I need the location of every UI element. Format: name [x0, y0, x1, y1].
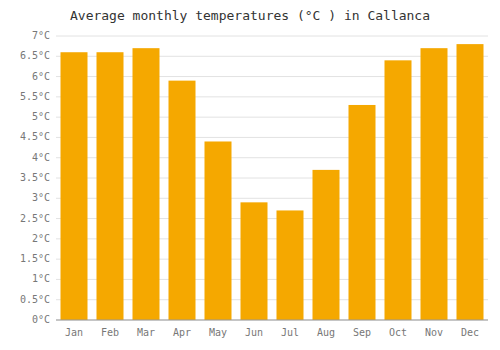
y-tick-label: 0°C: [32, 314, 50, 325]
grid-line: [56, 36, 488, 37]
x-tick-label: Nov: [425, 327, 443, 338]
y-tick-label: 6.5°C: [20, 50, 50, 61]
bar: [349, 105, 376, 320]
y-axis: 0°C 0.5°C 1°C 1.5°C 2°C 2.5°C 3°C 3.5°C 4°C 4.5°C…: [20, 30, 50, 325]
x-tick-label: Dec: [461, 327, 479, 338]
bar: [313, 170, 340, 320]
y-tick-label: 1°C: [32, 273, 50, 284]
bar: [421, 48, 448, 320]
x-tick-label: Feb: [101, 327, 119, 338]
y-tick-label: 5.5°C: [20, 91, 50, 102]
x-tick-label: Mar: [137, 327, 155, 338]
x-tick-label: Jul: [281, 327, 299, 338]
x-tick-label: Oct: [389, 327, 407, 338]
x-axis-line: [56, 320, 488, 321]
chart: 0°C 0.5°C 1°C 1.5°C 2°C 2.5°C 3°C 3.5°C 4°C 4.5°C…: [0, 0, 500, 350]
y-tick-label: 2°C: [32, 233, 50, 244]
grid: [56, 36, 488, 320]
title: Average monthly temperatures (°C ) in Ca…: [70, 8, 430, 23]
x-tick-label: May: [209, 327, 227, 338]
x-tick-label: Jun: [245, 327, 263, 338]
bar: [385, 60, 412, 320]
bar: [277, 210, 304, 320]
y-tick-label: 2.5°C: [20, 213, 50, 224]
bar: [457, 44, 484, 320]
bar: [205, 141, 232, 320]
bar: [133, 48, 160, 320]
y-tick-label: 7°C: [32, 30, 50, 41]
bars: [61, 44, 484, 320]
x-tick-label: Apr: [173, 327, 191, 338]
y-tick-label: 0.5°C: [20, 294, 50, 305]
x-tick-label: Jan: [65, 327, 83, 338]
y-tick-label: 5°C: [32, 111, 50, 122]
chart-container: 0°C 0.5°C 1°C 1.5°C 2°C 2.5°C 3°C 3.5°C 4°C 4.5°C…: [0, 0, 500, 350]
y-tick-label: 4°C: [32, 152, 50, 163]
y-tick-label: 6°C: [32, 71, 50, 82]
x-tick-label: Aug: [317, 327, 335, 338]
grid-line: [56, 320, 488, 321]
x-tick-label: Sep: [353, 327, 371, 338]
y-tick-label: 4.5°C: [20, 131, 50, 142]
y-tick-label: 3.5°C: [20, 172, 50, 183]
y-tick-label: 1.5°C: [20, 253, 50, 264]
bar: [241, 202, 268, 320]
y-tick-label: 3°C: [32, 192, 50, 203]
x-axis: Jan Feb Mar Apr May Jun Jul Aug Sep Oct Nov Dec: [65, 327, 479, 338]
bar: [169, 81, 196, 320]
bar: [61, 52, 88, 320]
bar: [97, 52, 124, 320]
